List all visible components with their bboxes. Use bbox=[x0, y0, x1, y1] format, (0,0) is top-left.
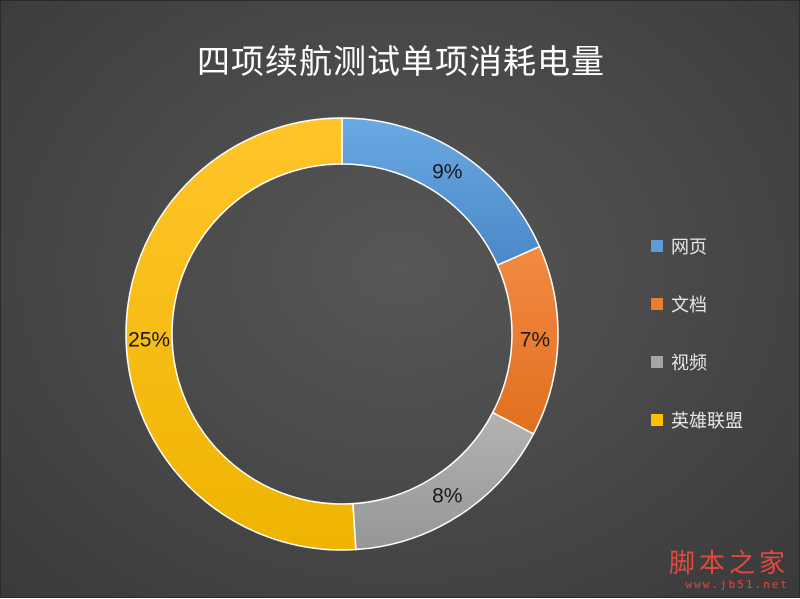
chart-title: 四项续航测试单项消耗电量 bbox=[197, 42, 605, 81]
donut-slice-0 bbox=[341, 117, 541, 267]
donut-slice-3 bbox=[125, 117, 357, 551]
slice-label-1: 7% bbox=[520, 329, 550, 352]
legend-item: 视频 bbox=[651, 333, 743, 391]
watermark-url: www.jb51.net bbox=[685, 578, 789, 591]
legend-item: 文档 bbox=[651, 275, 743, 333]
legend-swatch bbox=[651, 240, 663, 252]
chart-legend: 网页文档视频英雄联盟 bbox=[651, 217, 743, 449]
watermark-text: 脚本之家 bbox=[668, 549, 789, 579]
legend-label: 文档 bbox=[671, 295, 707, 316]
legend-label: 视频 bbox=[671, 353, 707, 374]
slice-label-2: 8% bbox=[432, 484, 462, 507]
legend-item: 网页 bbox=[651, 217, 743, 275]
legend-swatch bbox=[651, 298, 663, 310]
watermark-logo: 脚本之家 www.jb51.net bbox=[669, 550, 789, 591]
legend-swatch bbox=[651, 356, 663, 368]
slice-label-0: 9% bbox=[432, 161, 462, 184]
legend-item: 英雄联盟 bbox=[651, 391, 743, 449]
legend-label: 网页 bbox=[671, 237, 707, 258]
donut-slice-2 bbox=[352, 411, 535, 551]
legend-swatch bbox=[651, 414, 663, 426]
slice-label-3: 25% bbox=[128, 329, 170, 352]
legend-label: 英雄联盟 bbox=[671, 411, 743, 432]
